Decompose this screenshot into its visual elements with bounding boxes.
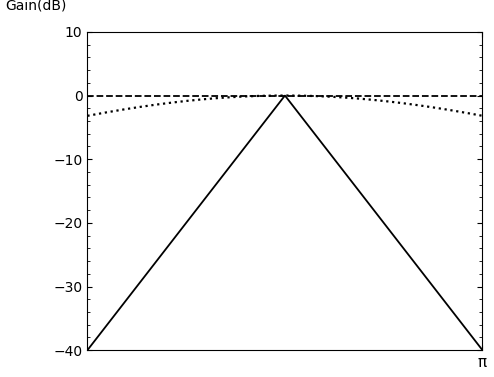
Y-axis label: Gain(dB): Gain(dB) <box>5 0 67 13</box>
